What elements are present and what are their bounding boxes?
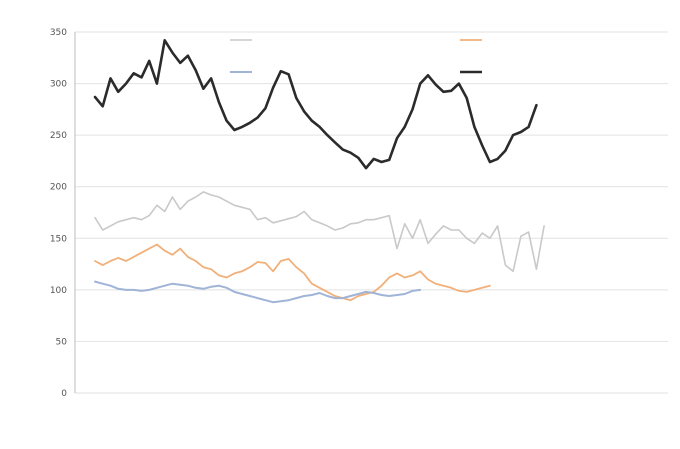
series-lines [93, 38, 545, 304]
gridlines [75, 31, 668, 394]
y-tick-label: 0 [61, 389, 67, 399]
y-tick-label: 300 [50, 80, 67, 90]
series-line-2 [94, 243, 491, 302]
series-line-0 [93, 38, 538, 170]
legend [230, 39, 482, 74]
y-tick-label: 250 [50, 131, 67, 141]
y-tick-label: 100 [50, 286, 67, 296]
y-tick-label: 350 [50, 28, 67, 38]
y-tick-label: 50 [56, 337, 68, 347]
series-line-1 [94, 191, 545, 273]
y-tick-label: 200 [50, 183, 67, 193]
series-line-3 [94, 280, 422, 304]
y-axis: 0 50 100 150 200 250 300 350 [50, 28, 76, 399]
y-tick-label: 150 [50, 234, 67, 244]
